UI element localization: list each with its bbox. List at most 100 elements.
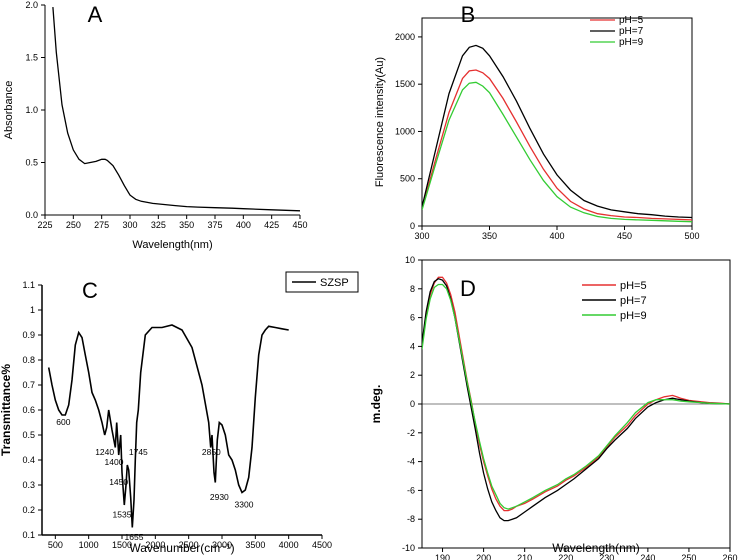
legend-box — [285, 271, 359, 293]
panel-letter: A — [88, 2, 103, 27]
y-tick-label: 1.5 — [25, 53, 38, 63]
x-tick-label: 220 — [558, 553, 573, 560]
y-tick-label: 0.2 — [22, 505, 35, 515]
y-tick-label: -6 — [407, 485, 415, 495]
series-line-absorbance — [52, 7, 300, 212]
legend-label: pH=9 — [620, 310, 647, 322]
peak-annotation: 1655 — [125, 532, 144, 542]
chart-panel-c: 500 1000 1500 2000 2500 3000 3500 4000 4500 0.1 0.… — [0, 271, 359, 555]
x-tick-label: 240 — [640, 553, 655, 560]
y-tick-label: 1.1 — [22, 280, 35, 290]
series-line-ph7 — [422, 277, 730, 522]
y-tick-label: -4 — [407, 457, 415, 467]
y-tick-label: -2 — [407, 428, 415, 438]
chart-panel-d: 190 200 210 220 230 240 250 260 10 8 6 4 2 0 -2 -4 -6 -8 -… — [369, 255, 738, 560]
x-tick-label: 225 — [37, 220, 52, 230]
panel-letter: B — [461, 2, 476, 27]
y-tick-label: 1 — [30, 305, 35, 315]
y-tick-label: 500 — [400, 174, 415, 184]
x-axis-label: Wavelength(nm) — [132, 239, 212, 251]
chart-panel-a: 225 250 275 300 325 350 375 400 425 450 0.0 0.5 1.0 1… — [3, 0, 308, 251]
y-tick-label: 0 — [410, 399, 415, 409]
panel-letter: D — [460, 276, 476, 301]
legend-label: pH=7 — [619, 26, 644, 37]
y-tick-label: 4 — [410, 341, 415, 351]
y-tick-label: 0.3 — [22, 480, 35, 490]
peak-annotation: 3300 — [235, 500, 254, 510]
legend-label: pH=5 — [619, 15, 644, 26]
y-tick-label: 0.0 — [25, 210, 38, 220]
y-tick-label: 0.9 — [22, 330, 35, 340]
peak-annotation: 600 — [56, 417, 70, 427]
chart-panel-b: 300 350 400 450 500 0 500 1000 1500 2000 Fluoresce… — [374, 2, 700, 241]
series-line-ph9 — [422, 81, 692, 223]
x-tick-label: 400 — [236, 220, 251, 230]
x-tick-label: 200 — [476, 553, 491, 560]
y-tick-label: 8 — [410, 284, 415, 294]
peak-annotation: 1240 — [95, 447, 114, 457]
series-line-ph5 — [422, 69, 692, 221]
y-tick-label: 0.8 — [22, 355, 35, 365]
panel-letter: C — [82, 278, 98, 303]
y-tick-label: 10 — [405, 255, 415, 265]
x-tick-label: 350 — [179, 220, 194, 230]
x-tick-label: 2500 — [179, 540, 199, 550]
x-tick-label: 1500 — [112, 540, 132, 550]
x-tick-label: 210 — [517, 553, 532, 560]
y-tick-label: 1500 — [395, 79, 415, 89]
y-tick-label: 0 — [410, 221, 415, 231]
legend-label: SZSP — [320, 277, 349, 289]
x-tick-label: 2000 — [145, 540, 165, 550]
peak-annotation: 2850 — [202, 447, 221, 457]
x-tick-label: 275 — [94, 220, 109, 230]
x-tick-label: 500 — [684, 231, 699, 241]
peak-annotation: 2930 — [210, 492, 229, 502]
y-tick-label: 1.0 — [25, 105, 38, 115]
x-tick-label: 425 — [264, 220, 279, 230]
x-tick-label: 300 — [122, 220, 137, 230]
series-line-ph5 — [422, 276, 730, 512]
y-tick-label: 0.5 — [22, 430, 35, 440]
x-tick-label: 260 — [722, 553, 737, 560]
y-tick-label: 1000 — [395, 126, 415, 136]
x-axis-label: Wavenumber(cm⁻¹) — [129, 541, 234, 555]
series-line-ph7 — [422, 44, 692, 219]
y-tick-label: 0.4 — [22, 455, 35, 465]
legend-label: pH=5 — [620, 280, 647, 292]
y-tick-label: 2000 — [395, 32, 415, 42]
x-tick-label: 230 — [599, 553, 614, 560]
y-tick-label: -10 — [402, 543, 415, 553]
x-tick-label: 4500 — [312, 540, 332, 550]
y-axis-label: Absorbance — [3, 81, 15, 140]
y-tick-label: 2.0 — [25, 0, 38, 10]
x-tick-label: 4000 — [279, 540, 299, 550]
y-tick-label: 0.7 — [22, 380, 35, 390]
x-tick-label: 450 — [292, 220, 307, 230]
y-tick-label: -8 — [407, 514, 415, 524]
peak-annotation: 1745 — [129, 447, 148, 457]
x-tick-label: 250 — [681, 553, 696, 560]
peak-annotation: 1400 — [105, 457, 124, 467]
x-tick-label: 400 — [549, 231, 564, 241]
y-tick-label: 2 — [410, 370, 415, 380]
peak-annotation: 1450 — [109, 477, 128, 487]
x-tick-label: 3000 — [212, 540, 232, 550]
x-axis-label: Wavelength(nm) — [552, 541, 640, 555]
y-tick-label: 0.6 — [22, 405, 35, 415]
series-line-ph9 — [422, 283, 730, 510]
x-tick-label: 375 — [207, 220, 222, 230]
y-tick-label: 6 — [410, 313, 415, 323]
y-tick-label: 0.5 — [25, 158, 38, 168]
legend-label: pH=9 — [619, 37, 644, 48]
plot-frame — [421, 17, 693, 227]
x-tick-label: 250 — [66, 220, 81, 230]
x-tick-label: 190 — [435, 553, 450, 560]
y-tick-label: 0.1 — [22, 530, 35, 540]
x-tick-label: 350 — [482, 231, 497, 241]
x-tick-label: 1000 — [79, 540, 99, 550]
x-tick-label: 3500 — [245, 540, 265, 550]
y-axis-label: m.deg. — [369, 385, 383, 424]
series-line-szsp — [47, 324, 289, 528]
x-tick-label: 500 — [48, 540, 63, 550]
